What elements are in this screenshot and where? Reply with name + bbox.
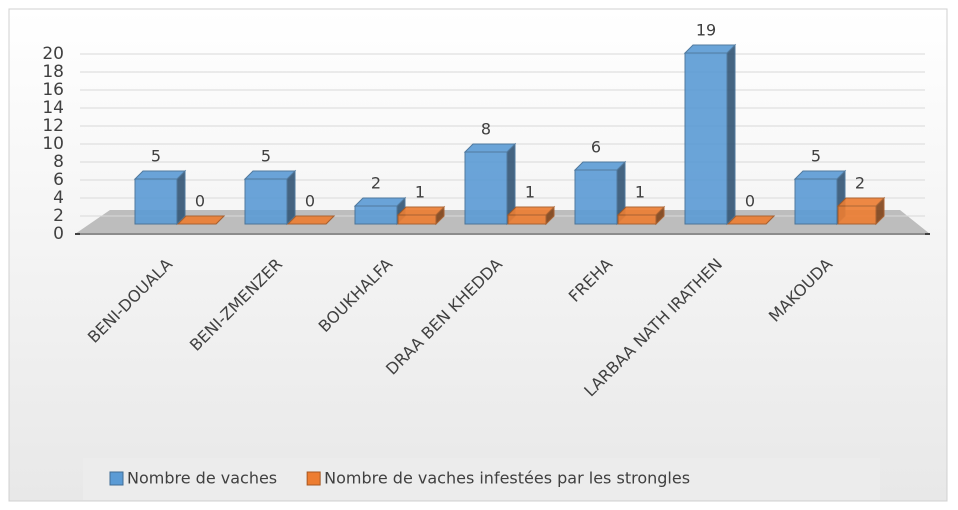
bar-face bbox=[286, 169, 296, 226]
bar-face bbox=[176, 169, 186, 226]
bar-face bbox=[133, 170, 187, 180]
bar bbox=[463, 142, 517, 226]
y-tick-label: 12 bbox=[42, 116, 64, 136]
bar-face bbox=[574, 169, 618, 225]
legend-swatch bbox=[306, 471, 321, 486]
bar-face bbox=[244, 178, 288, 225]
y-tick-label: 8 bbox=[53, 152, 64, 172]
y-tick-label: 20 bbox=[42, 44, 64, 64]
legend-label: Nombre de vaches infestées par les stron… bbox=[324, 469, 690, 488]
bar bbox=[616, 205, 666, 226]
legend-swatch bbox=[109, 471, 124, 486]
bar-face bbox=[573, 161, 627, 171]
y-tick-label: 0 bbox=[53, 224, 64, 244]
bar bbox=[573, 160, 627, 226]
bar-face bbox=[507, 214, 547, 225]
data-label: 19 bbox=[696, 21, 716, 40]
bar-face bbox=[463, 143, 517, 153]
y-tick-label: 6 bbox=[53, 170, 64, 190]
bar bbox=[176, 215, 226, 225]
bar-face bbox=[397, 214, 437, 225]
bar-face bbox=[726, 215, 776, 225]
legend-label: Nombre de vaches bbox=[127, 469, 277, 488]
data-label: 8 bbox=[481, 120, 491, 139]
bar-face bbox=[176, 215, 226, 225]
data-label: 0 bbox=[745, 192, 755, 211]
bar-face bbox=[683, 44, 737, 54]
y-tick-label: 14 bbox=[42, 98, 64, 118]
bar-face bbox=[286, 215, 336, 225]
data-label: 0 bbox=[195, 192, 205, 211]
bar-face bbox=[243, 170, 297, 180]
bar bbox=[243, 169, 297, 226]
bar-face bbox=[506, 206, 556, 216]
chart-background bbox=[8, 8, 948, 502]
bar-face bbox=[837, 205, 877, 225]
bar-face bbox=[354, 205, 398, 225]
bar-face bbox=[726, 43, 736, 226]
data-label: 5 bbox=[811, 147, 821, 166]
legend bbox=[83, 458, 880, 500]
bar bbox=[683, 43, 737, 226]
data-label: 5 bbox=[151, 147, 161, 166]
bar bbox=[726, 215, 776, 225]
data-label: 1 bbox=[415, 183, 425, 202]
bar bbox=[286, 215, 336, 225]
data-label: 0 bbox=[305, 192, 315, 211]
bar bbox=[506, 205, 556, 226]
bar bbox=[353, 196, 407, 226]
y-tick-label: 2 bbox=[53, 206, 64, 226]
bar-face bbox=[134, 178, 178, 225]
bar-face bbox=[616, 206, 666, 216]
bar-face bbox=[684, 52, 728, 225]
bar-face bbox=[617, 214, 657, 225]
bar-face bbox=[794, 178, 838, 225]
bar bbox=[836, 196, 886, 226]
bar-face bbox=[793, 170, 847, 180]
data-label: 5 bbox=[261, 147, 271, 166]
data-label: 6 bbox=[591, 138, 601, 157]
bar bbox=[396, 205, 446, 226]
y-tick-label: 4 bbox=[53, 188, 64, 208]
data-label: 2 bbox=[855, 174, 865, 193]
data-label: 2 bbox=[371, 174, 381, 193]
bar-face bbox=[464, 151, 508, 225]
y-tick-label: 16 bbox=[42, 80, 64, 100]
bar-face bbox=[396, 206, 446, 216]
data-label: 1 bbox=[635, 183, 645, 202]
bar-face bbox=[353, 197, 407, 207]
bar-face bbox=[836, 197, 886, 207]
y-tick-label: 10 bbox=[42, 134, 64, 154]
y-tick-label: 18 bbox=[42, 62, 64, 82]
data-label: 1 bbox=[525, 183, 535, 202]
bar bbox=[133, 169, 187, 226]
